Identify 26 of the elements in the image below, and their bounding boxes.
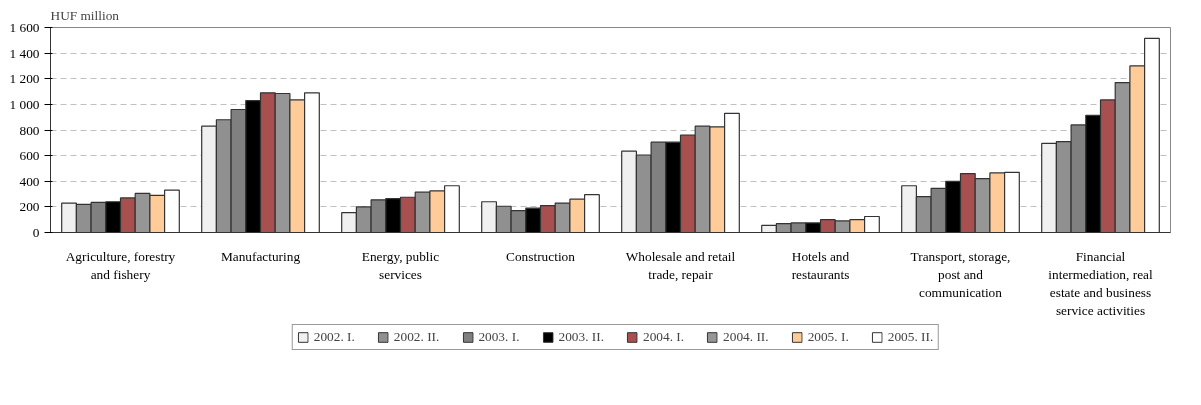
legend-label: 2003. I. (478, 329, 520, 345)
y-tick-label: 1 400 (9, 45, 40, 61)
x-tick-label: Energy, public services (361, 248, 440, 282)
y-tick-label: 1 600 (9, 20, 40, 35)
y-tick-label: 1 200 (9, 71, 40, 87)
y-axis-title: HUF million (50, 7, 120, 23)
legend-label: 2005. II. (887, 329, 934, 345)
x-tick-label: Hotels and restaurants (791, 248, 850, 282)
x-tick-label: Agriculture, forestry and fishery (65, 248, 176, 282)
y-tick-label: 1 000 (9, 96, 40, 112)
y-tick-label: 0 (32, 225, 40, 240)
legend-label: 2005. I. (807, 329, 849, 345)
x-tick-label: Manufacturing (220, 248, 301, 264)
y-tick-label: 800 (19, 122, 40, 138)
x-tick-label: Financial intermediation, real estate and business service activities (1048, 248, 1153, 318)
y-tick-label: 600 (19, 148, 40, 164)
legend-label: 2004. I. (643, 329, 685, 345)
x-tick-label: Wholesale and retail trade, repair (625, 248, 736, 282)
legend-label: 2002. I. (313, 329, 355, 345)
y-tick-label: 200 (19, 199, 40, 215)
legend-label: 2004. II. (723, 329, 769, 345)
legend-label: 2002. II. (393, 329, 440, 345)
x-tick-label: Transport, storage, post and communication (910, 248, 1011, 300)
x-tick-label: Construction (506, 248, 576, 264)
legend-label: 2003. II. (558, 329, 604, 345)
y-tick-label: 400 (19, 173, 40, 189)
